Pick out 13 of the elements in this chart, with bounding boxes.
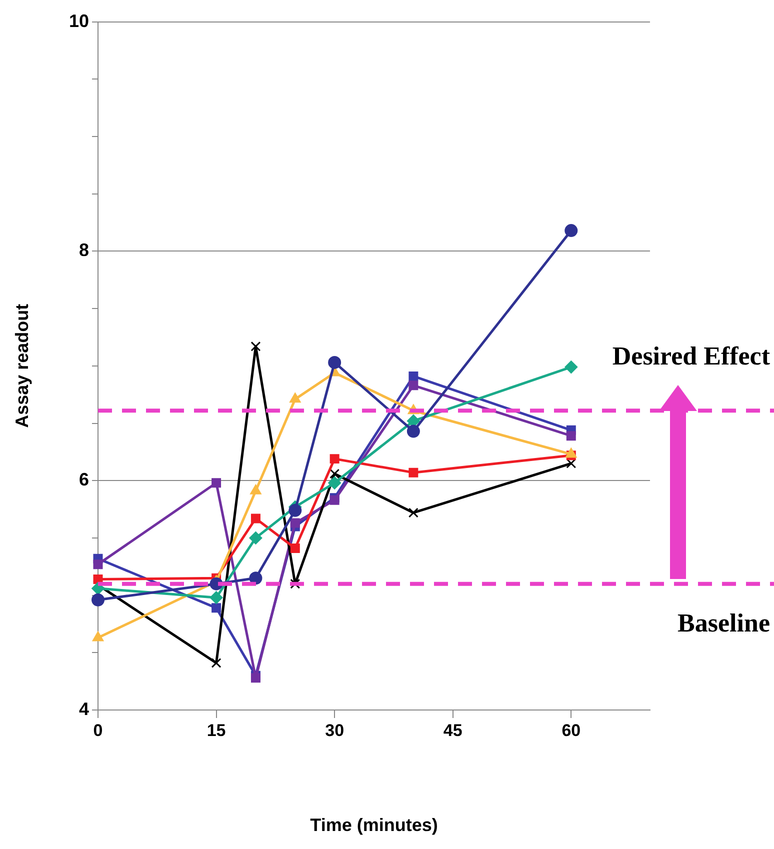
y-tick-label: 4 <box>78 698 89 719</box>
x-tick-label: 0 <box>93 720 103 740</box>
x-tick-label: 30 <box>325 720 344 740</box>
ref-line-label: Baseline <box>678 608 770 638</box>
y-tick-label: 6 <box>78 470 89 490</box>
x-tick-label: 45 <box>443 720 462 740</box>
y-tick-label: 10 <box>68 10 89 31</box>
x-tick-label: 15 <box>206 720 226 740</box>
y-axis-title: Assay readout <box>12 304 32 428</box>
x-axis-title: Time (minutes) <box>310 815 438 836</box>
y-tick-label: 8 <box>78 240 89 260</box>
x-tick-label: 60 <box>562 720 581 740</box>
ref-line-label: Desired Effect <box>612 341 770 370</box>
